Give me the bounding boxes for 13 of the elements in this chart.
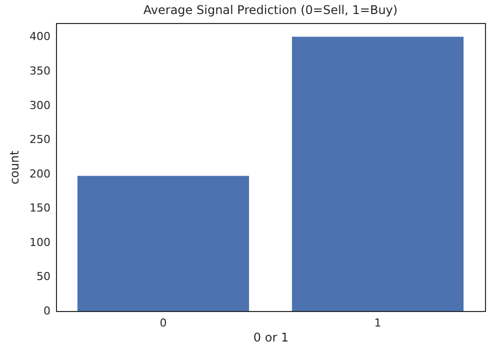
y-tick-label: 50 [36, 270, 50, 284]
y-tick-label: 400 [30, 30, 50, 44]
y-tick-label: 150 [30, 202, 50, 215]
y-tick-label: 0 [44, 304, 50, 318]
y-tick-label: 350 [30, 64, 50, 78]
y-tick-label: 200 [30, 167, 50, 180]
y-axis-title: count [8, 150, 22, 184]
y-tick-label: 300 [30, 98, 50, 112]
y-tick-label: 100 [30, 236, 50, 249]
y-tick-label: 250 [30, 133, 50, 146]
x-tick-label: 1 [374, 316, 382, 330]
x-axis-title: 0 or 1 [253, 330, 289, 344]
chart-title: Average Signal Prediction (0=Sell, 1=Buy) [143, 3, 398, 17]
